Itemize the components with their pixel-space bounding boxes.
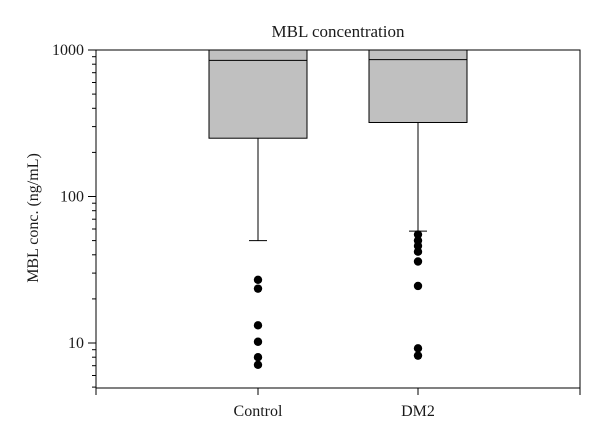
outlier-point	[413, 344, 423, 353]
y-axis-label: MBL conc. (ng/mL)	[25, 153, 42, 283]
outlier-point	[413, 257, 423, 266]
plot-area: 10 100 1000 Control DM2	[52, 42, 581, 420]
outlier-point	[413, 351, 423, 360]
y-tick-label: 100	[60, 189, 84, 206]
outlier-point	[253, 352, 263, 362]
x-tick-label: DM2	[401, 403, 435, 420]
outlier-point	[253, 284, 263, 293]
outlier-point	[253, 321, 263, 330]
chart-title: MBL concentration	[272, 22, 405, 41]
outlier-point	[413, 247, 423, 256]
box-control	[208, 49, 308, 139]
y-tick-label: 10	[68, 335, 84, 352]
outlier-point	[253, 275, 263, 285]
outlier-point	[413, 281, 423, 291]
plot-frame	[95, 49, 581, 389]
outlier-point	[253, 337, 263, 346]
outlier-point	[413, 241, 423, 251]
x-tick-label: Control	[234, 403, 283, 420]
outlier-point	[413, 230, 423, 239]
y-tick-label: 1000	[52, 42, 84, 59]
box-dm2	[368, 49, 468, 123]
outlier-point	[253, 360, 263, 369]
